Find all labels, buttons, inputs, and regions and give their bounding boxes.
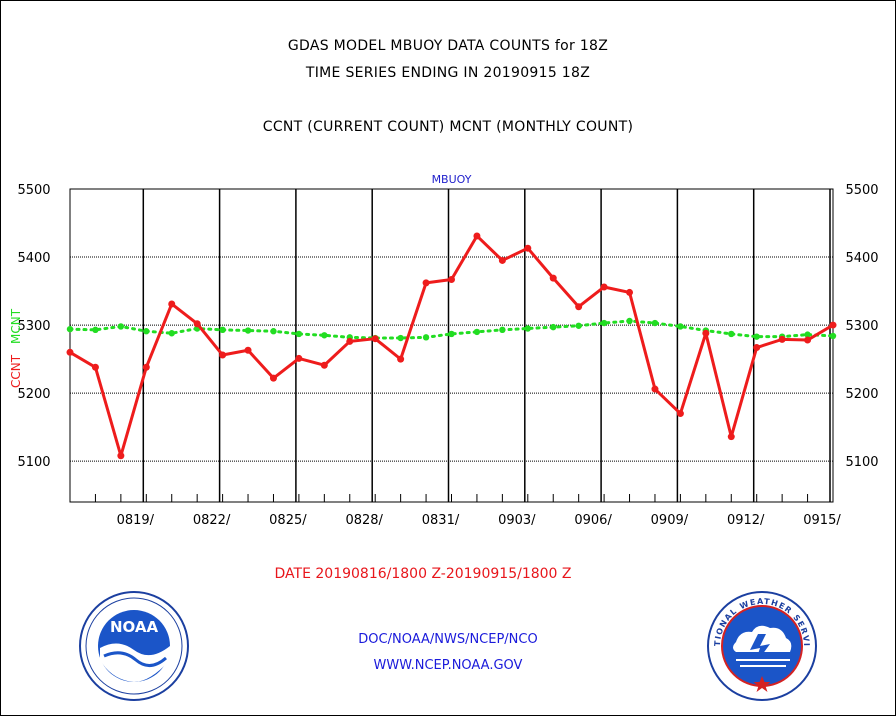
chart-subtitle: CCNT (CURRENT COUNT) MCNT (MONTHLY COUNT… [262,119,634,135]
y-tick-label-left: 5300 [17,319,50,334]
y-tick-label-left: 5100 [17,455,50,470]
ccnt-point [753,344,761,352]
x-tick-label: 0912/ [727,513,765,528]
x-tick-label: 0903/ [498,513,536,528]
x-tick-label: 0909/ [651,513,689,528]
ccnt-point [804,336,812,344]
mcnt-point [524,325,531,332]
ccnt-point [193,320,201,328]
mcnt-point [143,328,150,335]
url-label: WWW.NCEP.NOAA.GOV [373,658,523,673]
ccnt-point [117,452,125,460]
ccnt-point [829,321,837,329]
ccnt-point [168,300,176,308]
chart-title-line2: TIME SERIES ENDING IN 20190915 18Z [305,65,591,81]
chart-title-line1: GDAS MODEL MBUOY DATA COUNTS for 18Z [287,38,609,54]
mcnt-point [499,326,506,334]
mcnt-point [422,334,430,341]
ccnt-point [397,355,405,363]
ccnt-point [549,274,557,282]
ccnt-point [91,363,99,371]
plot-frame [69,188,834,503]
mcnt-point [219,326,226,334]
mcnt-point [168,330,175,337]
y-tick-label-left: 5500 [17,183,50,198]
ccnt-point [702,329,710,337]
ccnt-point [320,361,328,369]
ccnt-point [575,303,583,311]
ccnt-point [676,410,684,418]
ccnt-point [600,283,608,291]
ccnt-point [626,288,634,296]
mcnt-point [804,331,811,338]
y-tick-label-left: 5400 [17,251,50,266]
ccnt-point [498,256,506,264]
y-tick-label-left: 5200 [17,387,50,402]
y-tick-label-right: 5500 [845,183,878,198]
y-axis-label-mcnt: MCNT [9,308,23,344]
mcnt-point [295,330,303,338]
noaa-logo: NOAA [79,591,189,701]
x-tick-label: 0828/ [345,513,383,528]
mcnt-point [575,322,582,329]
ccnt-point [524,244,532,252]
ccnt-point [66,348,74,356]
x-tick-label: 0825/ [269,513,307,528]
mcnt-point [270,328,277,335]
ccnt-point [727,433,735,441]
date-range-label: DATE 20190816/1800 Z-20190915/1800 Z [274,566,572,582]
series-line-ccnt [69,234,834,458]
x-tick-label: 0906/ [574,513,612,528]
mcnt-point [244,327,252,334]
x-tick-label: 0819/ [117,513,155,528]
y-tick-label-right: 5100 [845,455,878,470]
ccnt-point [778,335,786,343]
mcnt-point [66,325,74,333]
y-tick-label-right: 5400 [845,251,878,266]
mcnt-point [626,317,633,325]
org-label: DOC/NOAA/NWS/NCEP/NCO [358,632,538,647]
ccnt-point [346,337,354,345]
ccnt-point [371,335,379,343]
mcnt-point [473,328,481,336]
ccnt-point [269,374,277,382]
mcnt-point [117,323,125,330]
panel-label: MBUOY [432,173,472,186]
noaa-logo-text: NOAA [110,618,159,636]
y-tick-label-right: 5300 [845,319,878,334]
mcnt-point [448,330,455,338]
y-tick-label-right: 5200 [845,387,878,402]
x-tick-label: 0822/ [193,513,231,528]
ccnt-point [473,232,481,240]
ccnt-point [422,279,430,287]
mcnt-point [753,333,760,340]
x-tick-label: 0831/ [422,513,460,528]
mcnt-point [397,334,404,342]
ccnt-point [295,354,303,362]
ccnt-point [142,363,150,371]
ccnt-point [244,346,252,354]
mcnt-point [92,326,99,334]
nws-logo: NATIONAL WEATHER SERVICE [706,590,817,701]
mcnt-point [550,323,557,331]
mcnt-point [321,332,328,339]
mcnt-point [677,323,684,330]
x-tick-label: 0915/ [803,513,841,528]
y-axis-label-ccnt: CCNT [9,354,23,388]
mcnt-point [728,330,735,338]
ccnt-point [448,275,455,283]
mcnt-point [829,332,837,340]
mcnt-point [600,319,608,327]
ccnt-point [219,351,227,359]
ccnt-point [651,385,659,393]
mcnt-point [651,319,659,327]
